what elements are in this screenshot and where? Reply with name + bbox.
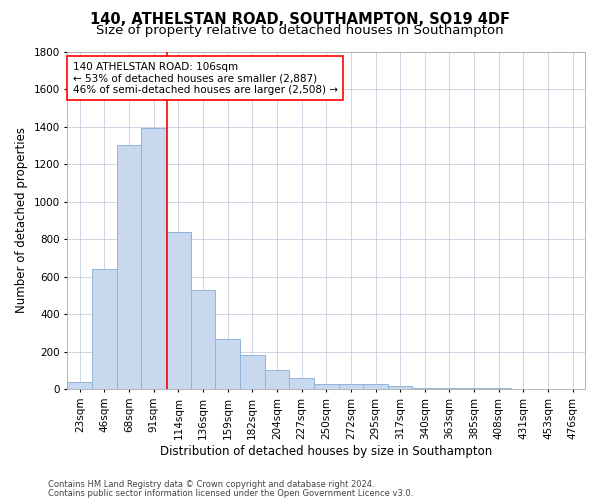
Bar (388, 386, 412, 389)
Bar (437, 388, 462, 389)
Bar (92, 269, 117, 389)
Text: Contains HM Land Registry data © Crown copyright and database right 2024.: Contains HM Land Registry data © Crown c… (48, 480, 374, 489)
Bar (240, 356, 265, 389)
Text: 140, ATHELSTAN ROAD, SOUTHAMPTON, SO19 4DF: 140, ATHELSTAN ROAD, SOUTHAMPTON, SO19 4… (90, 12, 510, 28)
Bar (117, 146, 142, 389)
Bar (142, 128, 166, 389)
Bar (314, 384, 338, 389)
Bar (338, 384, 363, 389)
Bar (67, 382, 92, 389)
Text: 140 ATHELSTAN ROAD: 106sqm
← 53% of detached houses are smaller (2,887)
46% of s: 140 ATHELSTAN ROAD: 106sqm ← 53% of deta… (73, 62, 338, 95)
Text: Contains public sector information licensed under the Open Government Licence v3: Contains public sector information licen… (48, 488, 413, 498)
Bar (560, 388, 585, 389)
Bar (536, 388, 560, 389)
Bar (487, 388, 511, 389)
Bar (462, 388, 487, 389)
Bar (166, 232, 191, 389)
Bar (191, 290, 215, 389)
Y-axis label: Number of detached properties: Number of detached properties (15, 128, 28, 314)
Bar (289, 378, 314, 389)
Bar (215, 338, 240, 389)
Bar (363, 384, 388, 389)
X-axis label: Distribution of detached houses by size in Southampton: Distribution of detached houses by size … (160, 444, 493, 458)
Bar (412, 388, 437, 389)
Bar (511, 388, 536, 389)
Bar (265, 370, 289, 389)
Text: Size of property relative to detached houses in Southampton: Size of property relative to detached ho… (96, 24, 504, 37)
